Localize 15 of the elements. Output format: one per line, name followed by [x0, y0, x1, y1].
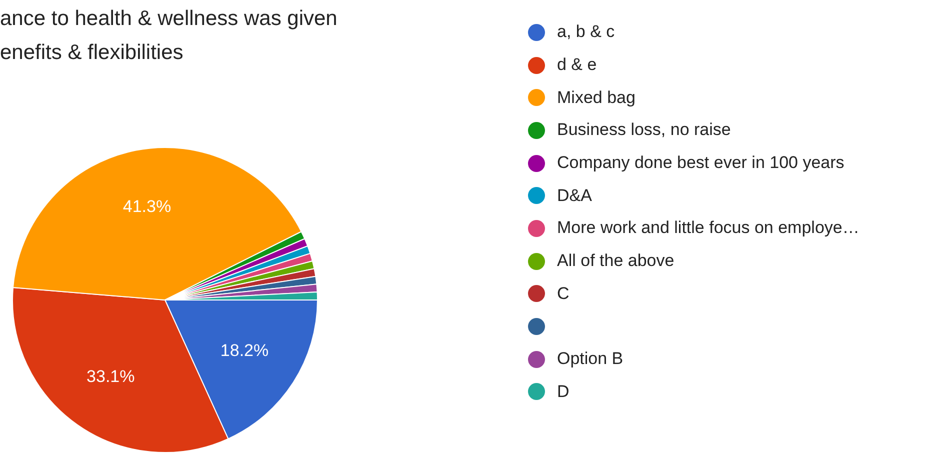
legend-label: All of the above	[557, 251, 674, 272]
legend-label: a, b & c	[557, 22, 615, 42]
chart-title: ance to health & wellness was given enefits & flexibilities	[0, 6, 338, 66]
data-label: 41.3%	[122, 196, 172, 216]
legend-label: Company done best ever in 100 years	[557, 153, 844, 174]
legend-label: D&A	[557, 186, 592, 206]
legend-label: More work and little focus on employe…	[557, 218, 860, 238]
legend-label: Mixed bag	[557, 88, 636, 108]
legend-label: d & e	[557, 55, 597, 76]
legend-label: Option B	[557, 349, 624, 370]
legend-label: Business loss, no raise	[557, 120, 731, 140]
data-label: 18.2%	[220, 340, 269, 360]
legend-label: D	[557, 382, 570, 402]
data-label: 33.1%	[86, 367, 135, 386]
legend-label: C	[557, 284, 570, 304]
